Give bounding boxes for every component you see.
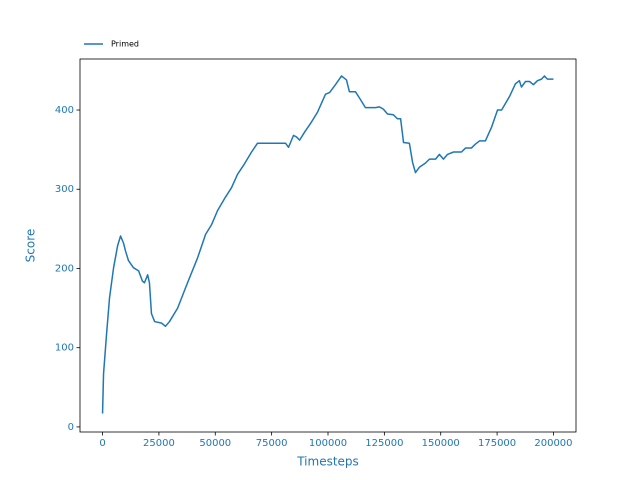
y-tick-label: 400 — [55, 105, 74, 116]
x-tick-label: 0 — [99, 438, 105, 449]
x-axis-label: Timesteps — [296, 455, 359, 469]
legend-label: Primed — [111, 40, 139, 49]
y-tick-label: 100 — [55, 343, 74, 354]
x-tick-label: 125000 — [365, 438, 403, 449]
x-tick-label: 175000 — [478, 438, 516, 449]
data-line — [101, 75, 554, 414]
x-tick-label: 200000 — [534, 438, 572, 449]
x-tick-label: 100000 — [309, 438, 347, 449]
x-tick-label: 50000 — [199, 438, 231, 449]
y-tick-label: 300 — [55, 184, 74, 195]
y-tick-label: 200 — [55, 263, 74, 274]
x-tick-label: 25000 — [143, 438, 175, 449]
y-tick-label: 0 — [68, 422, 74, 433]
x-tick-label: 150000 — [422, 438, 460, 449]
y-axis-label: Score — [24, 229, 38, 263]
x-tick-label: 75000 — [256, 438, 288, 449]
